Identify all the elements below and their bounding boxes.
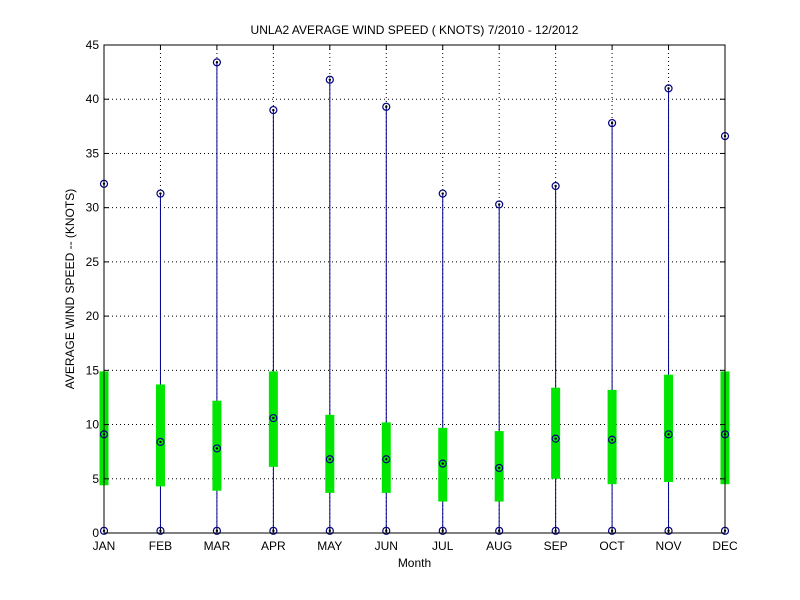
y-tick-label: 40 xyxy=(86,92,100,106)
y-tick-label: 30 xyxy=(86,201,100,215)
mean-marker xyxy=(212,444,222,453)
x-tick-label: MAY xyxy=(317,539,342,553)
y-tick-label: 25 xyxy=(86,255,100,269)
mean-marker xyxy=(325,455,334,464)
x-tick-label: FEB xyxy=(149,539,172,553)
iqr-box xyxy=(212,400,222,491)
max-marker xyxy=(382,102,391,111)
chart-title: UNLA2 AVERAGE WIND SPEED ( KNOTS) 7/2010… xyxy=(251,23,579,37)
max-marker xyxy=(156,189,165,198)
x-tick-label: JUN xyxy=(375,539,398,553)
x-tick-label: MAR xyxy=(204,539,231,553)
iqr-box xyxy=(664,374,674,483)
max-marker xyxy=(495,200,504,209)
x-tick-label: NOV xyxy=(656,539,682,553)
y-tick-label: 45 xyxy=(86,38,100,52)
max-marker xyxy=(438,189,447,198)
x-tick-label: SEP xyxy=(544,539,568,553)
max-marker xyxy=(664,84,673,93)
max-marker xyxy=(551,181,560,191)
iqr-box xyxy=(381,422,391,493)
ticks: 0 5 10 15 20 25 30 35 40 45 JAN FEB MAR APR MAY JUN JUL A… xyxy=(86,38,738,553)
x-tick-label: DEC xyxy=(712,539,738,553)
x-tick-label: APR xyxy=(261,539,286,553)
mean-marker xyxy=(382,455,391,464)
max-marker xyxy=(269,105,278,115)
plot-area-border xyxy=(103,44,726,534)
x-tick-label: JUL xyxy=(432,539,454,553)
x-tick-label: JAN xyxy=(93,539,116,553)
x-axis-label: Month xyxy=(398,556,431,570)
max-marker xyxy=(607,118,617,128)
y-tick-label: 5 xyxy=(92,472,99,486)
x-tick-label: OCT xyxy=(599,539,625,553)
max-marker xyxy=(212,58,222,67)
y-tick-label: 20 xyxy=(86,309,100,323)
iqr-box xyxy=(551,387,561,479)
y-tick-label: 35 xyxy=(86,146,100,160)
iqr-box xyxy=(494,431,504,502)
iqr-box xyxy=(607,389,617,485)
y-axis-label: AVERAGE WIND SPEED -- (KNOTS) xyxy=(63,189,77,389)
y-tick-label: 0 xyxy=(92,526,99,540)
x-tick-label: AUG xyxy=(486,539,512,553)
max-marker xyxy=(325,75,334,84)
iqr-box xyxy=(325,414,335,493)
mean-marker xyxy=(269,413,278,423)
mean-marker xyxy=(438,459,447,468)
mean-marker xyxy=(495,463,504,473)
y-tick-label: 15 xyxy=(86,363,100,377)
iqr-box xyxy=(155,384,165,487)
mean-marker xyxy=(664,430,673,439)
mean-marker xyxy=(156,437,165,447)
y-tick-label: 10 xyxy=(86,418,100,432)
mean-marker xyxy=(607,435,617,444)
mean-marker xyxy=(551,434,560,443)
